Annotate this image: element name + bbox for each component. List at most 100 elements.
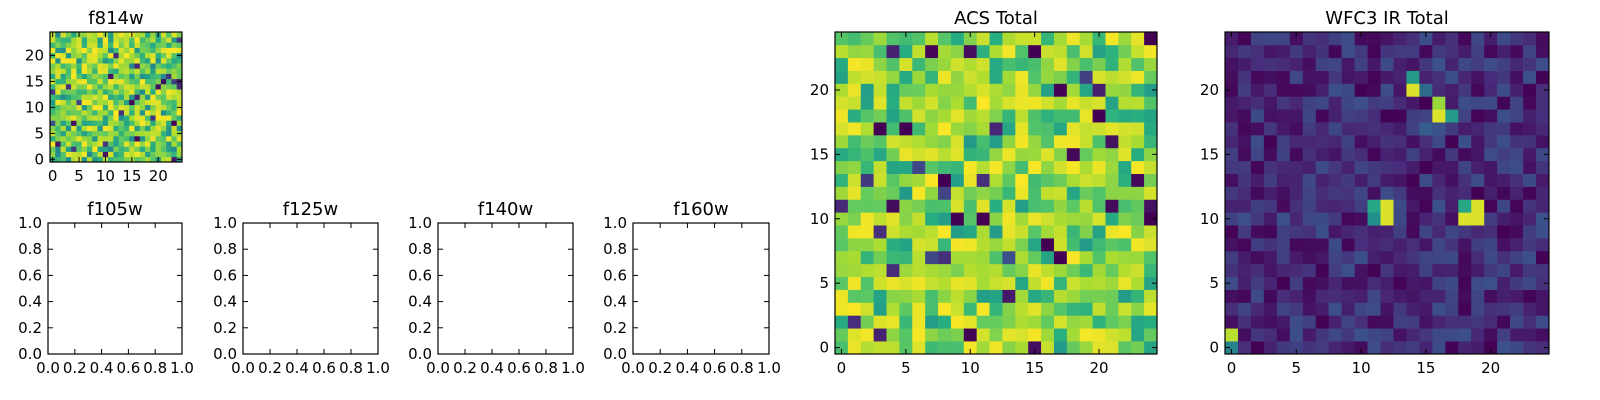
heatmap-cell <box>1263 250 1278 265</box>
heatmap-cell <box>976 70 990 84</box>
heatmap-cell <box>1302 32 1317 46</box>
heatmap-cell <box>1092 315 1106 329</box>
heatmap-cell <box>118 73 125 80</box>
heatmap-cell <box>1105 186 1119 200</box>
heatmap-cell <box>1092 212 1106 226</box>
heatmap-cell <box>1367 57 1381 71</box>
heatmap-cell <box>1131 199 1145 213</box>
heatmap-cell <box>1393 341 1407 355</box>
heatmap-cell <box>129 94 135 100</box>
axes-frame <box>632 222 770 355</box>
heatmap-cell <box>60 47 67 54</box>
heatmap-cell <box>938 96 952 110</box>
heatmap-cell <box>1237 302 1252 316</box>
heatmap-cell <box>925 263 939 278</box>
heatmap-cell <box>1471 57 1485 71</box>
heatmap-cell <box>938 315 952 329</box>
heatmap-cell <box>847 147 862 162</box>
heatmap-cell <box>160 156 167 163</box>
heatmap-cell <box>1250 302 1265 316</box>
heatmap-cell <box>1066 70 1081 84</box>
heatmap-cell <box>55 115 61 121</box>
heatmap-cell <box>912 199 926 213</box>
heatmap-cell <box>102 136 109 142</box>
heatmap-cell <box>108 94 114 100</box>
heatmap-cell <box>1315 250 1329 265</box>
heatmap-cell <box>950 315 965 329</box>
heatmap-cell <box>835 328 849 342</box>
heatmap-cell <box>1393 57 1407 71</box>
heatmap-cell <box>123 32 130 38</box>
heatmap-cell <box>1041 225 1055 239</box>
heatmap-cell <box>912 147 926 162</box>
heatmap-cell <box>1315 109 1329 123</box>
heatmap-cell <box>1458 263 1472 278</box>
heatmap-cell <box>1445 32 1459 46</box>
heatmap-cell <box>1015 83 1029 97</box>
heatmap-cell <box>97 94 104 100</box>
heatmap-cell <box>938 44 952 59</box>
heatmap-cell <box>1380 122 1394 136</box>
heatmap-cell <box>1118 341 1132 355</box>
heatmap-cell <box>150 84 156 90</box>
heatmap-cell <box>1066 341 1081 355</box>
heatmap-cell <box>166 73 172 80</box>
heatmap-cell <box>1471 160 1485 174</box>
x-tick-label: 20 <box>149 167 168 185</box>
heatmap-cell <box>925 212 939 226</box>
heatmap-cell <box>71 73 77 80</box>
heatmap-cell <box>976 109 990 123</box>
heatmap-cell <box>1041 238 1055 252</box>
heatmap-cell <box>847 289 862 303</box>
heatmap-cell <box>92 47 98 54</box>
y-tick-label: 5 <box>1209 274 1219 292</box>
heatmap-cell <box>1510 199 1524 213</box>
heatmap-cell <box>50 37 56 43</box>
heatmap-cell <box>71 110 77 116</box>
heatmap-cell <box>989 70 1003 84</box>
heatmap-cell <box>976 147 990 162</box>
x-tick-label: 0.0 <box>231 359 255 377</box>
heatmap-cell <box>1393 238 1407 252</box>
heatmap-cell <box>899 199 913 213</box>
heatmap-cell <box>925 250 939 265</box>
heatmap-cell <box>1458 122 1472 136</box>
heatmap-cell <box>1484 147 1498 162</box>
heatmap-cell <box>1250 109 1265 123</box>
heatmap-cell <box>129 99 135 106</box>
heatmap-cell <box>1523 328 1537 342</box>
heatmap-cell <box>1445 263 1459 278</box>
heatmap-cell <box>129 37 135 43</box>
heatmap-cell <box>1079 173 1093 187</box>
heatmap-cell <box>55 99 61 106</box>
heatmap-cell <box>1053 173 1068 187</box>
heatmap-cell <box>989 199 1003 213</box>
heatmap-cell <box>873 212 887 226</box>
heatmap-cell <box>145 130 151 137</box>
heatmap-cell <box>963 109 977 123</box>
heatmap-cell <box>139 146 146 152</box>
heatmap-cell <box>102 89 109 95</box>
heatmap-cell <box>139 99 146 106</box>
heatmap-cell <box>81 99 88 106</box>
heatmap-cell <box>97 42 104 48</box>
heatmap-cell <box>92 89 98 95</box>
heatmap-cell <box>1510 173 1524 187</box>
heatmap-cell <box>1393 225 1407 239</box>
heatmap-cell <box>1092 160 1106 174</box>
heatmap-cell <box>1053 250 1068 265</box>
heatmap-cell <box>1458 109 1472 123</box>
heatmap-cell <box>129 120 135 126</box>
heatmap-cell <box>171 52 178 59</box>
heatmap-cell <box>950 263 965 278</box>
heatmap-cell <box>1523 70 1537 84</box>
heatmap-cell <box>835 122 849 136</box>
heatmap-cell <box>1458 276 1472 290</box>
heatmap-cell <box>60 63 67 69</box>
heatmap-cell <box>113 125 119 132</box>
heatmap-cell <box>1131 212 1145 226</box>
heatmap-cell <box>1002 147 1016 162</box>
heatmap-cell <box>1497 263 1511 278</box>
heatmap-cell <box>1002 289 1016 303</box>
heatmap-cell <box>113 47 119 54</box>
